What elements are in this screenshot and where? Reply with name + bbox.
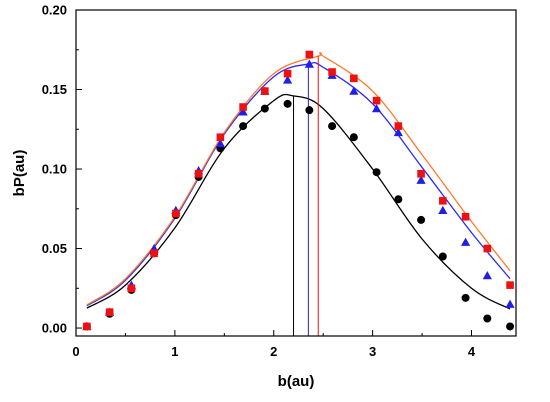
x-tick-label: 1 — [171, 344, 178, 359]
series-2-point — [349, 86, 359, 95]
x-tick-label: 2 — [270, 344, 277, 359]
series-2-point — [393, 127, 403, 137]
series-1-point — [349, 133, 358, 142]
x-axis-label: b(au) — [278, 373, 315, 390]
series-3-point — [261, 87, 269, 95]
x-tick-label: 0 — [72, 344, 79, 359]
series-3-point — [350, 74, 358, 83]
series-1-point — [483, 314, 492, 323]
series-2-point — [505, 299, 515, 308]
plot-area — [82, 50, 515, 336]
series-3-point — [506, 281, 514, 289]
series-1-point — [506, 322, 515, 331]
series-2-point — [282, 75, 293, 84]
series-3-point — [194, 169, 203, 178]
x-tick-label: 4 — [468, 344, 476, 359]
series-3-point — [150, 249, 158, 258]
series-3-point — [127, 284, 136, 293]
series-3-point — [216, 133, 225, 142]
series-1-point — [283, 99, 292, 108]
series-1-point — [372, 168, 381, 177]
y-tick-label: 0.15 — [42, 82, 67, 97]
series-3-point — [105, 308, 114, 316]
series-3-point — [417, 169, 425, 178]
series-2-point — [371, 103, 382, 113]
x-tick-label: 3 — [369, 344, 376, 359]
series-3-point — [283, 69, 292, 78]
series-3-point — [372, 96, 381, 105]
series-2-point — [482, 270, 492, 280]
series-3-point — [328, 68, 336, 76]
series-1-point — [305, 106, 314, 115]
series-3-point — [483, 244, 492, 253]
series-1-point — [417, 215, 426, 224]
series-2-point — [304, 59, 314, 68]
series-2-point — [438, 205, 448, 215]
axes: 0 1 2 3 4 0.00 0.05 0.10 0.15 0.20 — [42, 3, 476, 360]
series-1-point — [394, 195, 403, 204]
series-3-point — [172, 209, 180, 218]
y-tick-label: 0.00 — [42, 321, 67, 336]
y-tick-label: 0.05 — [42, 241, 67, 256]
series-2-point — [416, 175, 426, 184]
series-1-point — [260, 104, 269, 113]
series-3-point — [239, 103, 247, 111]
series-3-point — [461, 212, 470, 221]
series-3-point — [439, 197, 447, 205]
y-tick-label: 0.20 — [42, 3, 67, 18]
series-1-point — [239, 122, 248, 131]
series-3-point — [83, 322, 91, 331]
y-axis-label: bP(au) — [11, 150, 28, 197]
series-2-point — [460, 237, 471, 246]
series-1-point — [328, 122, 337, 131]
series-3-point — [305, 50, 314, 59]
y-tick-label: 0.10 — [42, 162, 67, 177]
series-2-point — [215, 138, 225, 148]
series-2-point — [238, 107, 248, 116]
series-1-point — [438, 252, 447, 261]
series-3-point — [394, 122, 403, 130]
series-1-point — [461, 293, 470, 302]
plot-frame — [75, 9, 517, 337]
